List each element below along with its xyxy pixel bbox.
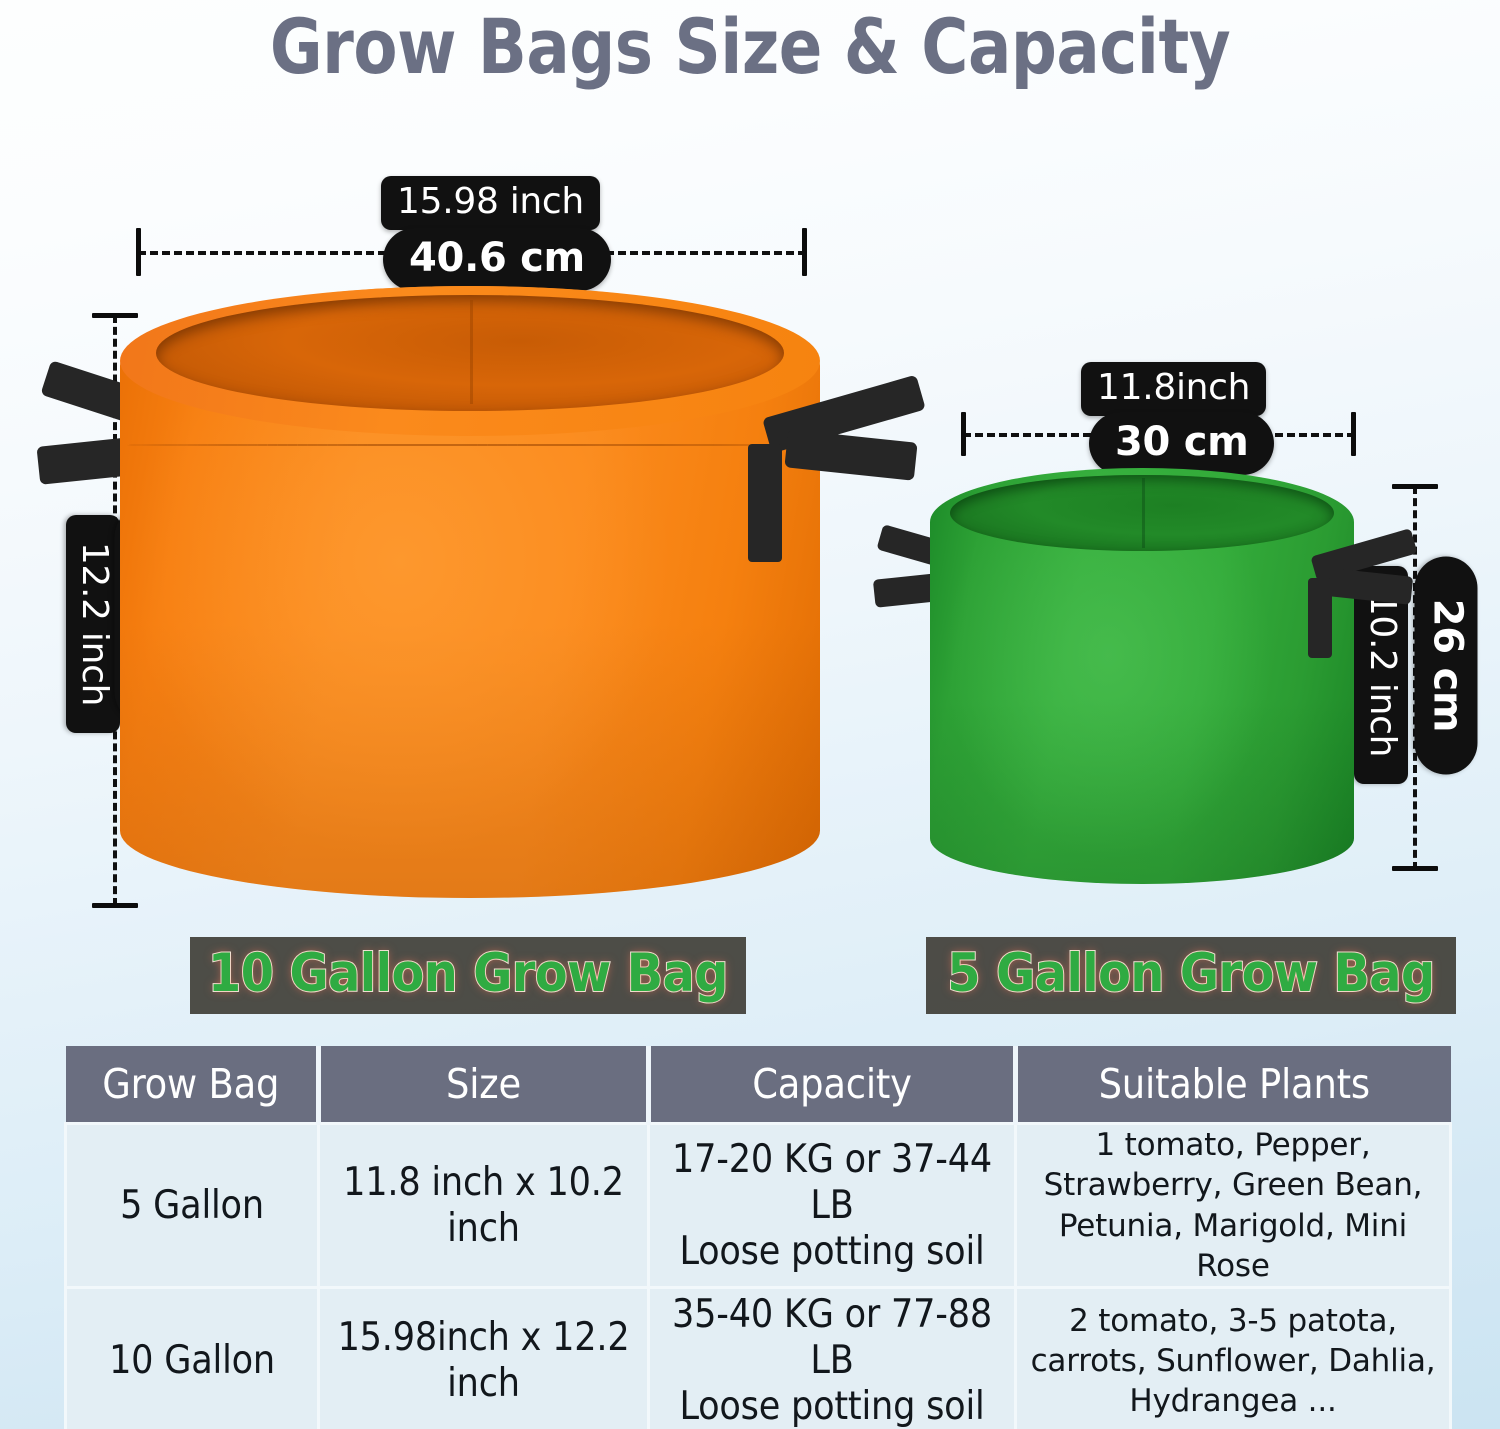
- cell-capacity-line2: Loose potting soil: [679, 1228, 985, 1274]
- page-title: Grow Bags Size & Capacity: [269, 2, 1231, 91]
- table-row: 5 Gallon 11.8 inch x 10.2 inch 17-20 KG …: [64, 1121, 1452, 1290]
- cell-suitable-plants: 2 tomato, 3-5 patota, carrots, Sunflower…: [1014, 1286, 1452, 1429]
- small-bag-width-dimension-cap-left: [961, 412, 966, 456]
- cell-capacity-line2: Loose potting soil: [679, 1384, 985, 1429]
- large-bag-width-inch-label: 15.98 inch: [381, 176, 600, 230]
- table-header-grow-bag: Grow Bag: [65, 1046, 321, 1124]
- large-bag-height-dimension-cap-top: [92, 313, 138, 318]
- cell-suitable-plants: 1 tomato, Pepper, Strawberry, Green Bean…: [1014, 1121, 1452, 1290]
- cell-capacity: 17-20 KG or 37-44 LB Loose potting soil: [647, 1121, 1017, 1290]
- caption-5-gallon: 5 Gallon Grow Bag: [926, 937, 1456, 1014]
- cell-size: 11.8 inch x 10.2 inch: [317, 1121, 650, 1290]
- cell-capacity: 35-40 KG or 77-88 LB Loose potting soil: [647, 1286, 1017, 1429]
- cell-plants-line2: carrots, Sunflower, Dahlia,: [1030, 1343, 1436, 1380]
- grow-bag-10-gallon-image: [36, 286, 926, 898]
- grow-bag-vertical-seam: [470, 300, 473, 404]
- cell-plants-line3: Hydrangea ...: [1129, 1383, 1337, 1420]
- table-header-capacity: Capacity: [646, 1046, 1018, 1124]
- table-row: 10 Gallon 15.98inch x 12.2 inch 35-40 KG…: [64, 1286, 1452, 1429]
- large-bag-height-dimension-cap-bottom: [92, 903, 138, 908]
- large-bag-height-inch-label: 12.2 inch: [66, 515, 120, 733]
- cell-capacity-line1: 35-40 KG or 77-88 LB: [672, 1292, 992, 1384]
- small-bag-width-dimension-cap-right: [1351, 412, 1356, 456]
- grow-bag-small-handle-right-tail: [1308, 578, 1332, 658]
- cell-capacity-line1: 17-20 KG or 37-44 LB: [672, 1136, 992, 1228]
- cell-plants-line1: 1 tomato, Pepper,: [1095, 1127, 1371, 1163]
- large-bag-width-dimension-cap-left: [136, 228, 141, 276]
- cell-plants-line2: Strawberry, Green Bean,: [1043, 1167, 1423, 1204]
- grow-bag-small-vertical-seam: [1142, 478, 1145, 548]
- cell-plants-line1: 2 tomato, 3-5 patota,: [1069, 1302, 1397, 1339]
- large-bag-width-dimension-cap-right: [802, 228, 807, 276]
- cell-plants-line3: Petunia, Marigold, Mini Rose: [1058, 1207, 1408, 1284]
- product-illustration-stage: 15.98 inch 40.6 cm 12.2 inch 31 cm 10 Ga…: [36, 176, 1478, 1014]
- small-bag-height-dimension-cap-bottom: [1392, 866, 1438, 871]
- small-bag-width-cm-label: 30 cm: [1089, 412, 1275, 475]
- cell-grow-bag: 10 Gallon: [64, 1286, 320, 1429]
- grow-bag-stitch-line: [127, 444, 813, 446]
- specifications-table: Grow Bag Size Capacity Suitable Plants 5…: [64, 1046, 1452, 1429]
- grow-bag-handle-right-tail: [748, 444, 782, 562]
- small-bag-height-cm-label: 26 cm: [1414, 556, 1478, 775]
- small-bag-width-inch-label: 11.8inch: [1081, 362, 1267, 416]
- large-bag-width-cm-label: 40.6 cm: [383, 228, 611, 291]
- table-header-row: Grow Bag Size Capacity Suitable Plants: [65, 1046, 1451, 1124]
- grow-bag-5-gallon-image: [872, 468, 1418, 884]
- small-bag-height-dimension-cap-top: [1392, 484, 1438, 489]
- caption-10-gallon: 10 Gallon Grow Bag: [190, 937, 746, 1014]
- cell-grow-bag: 5 Gallon: [64, 1121, 320, 1290]
- table-header-suitable-plants: Suitable Plants: [1013, 1046, 1451, 1124]
- table-header-size: Size: [316, 1046, 651, 1124]
- grow-bag-interior: [155, 295, 785, 411]
- grow-bag-small-interior: [949, 475, 1335, 551]
- cell-size: 15.98inch x 12.2 inch: [317, 1286, 650, 1429]
